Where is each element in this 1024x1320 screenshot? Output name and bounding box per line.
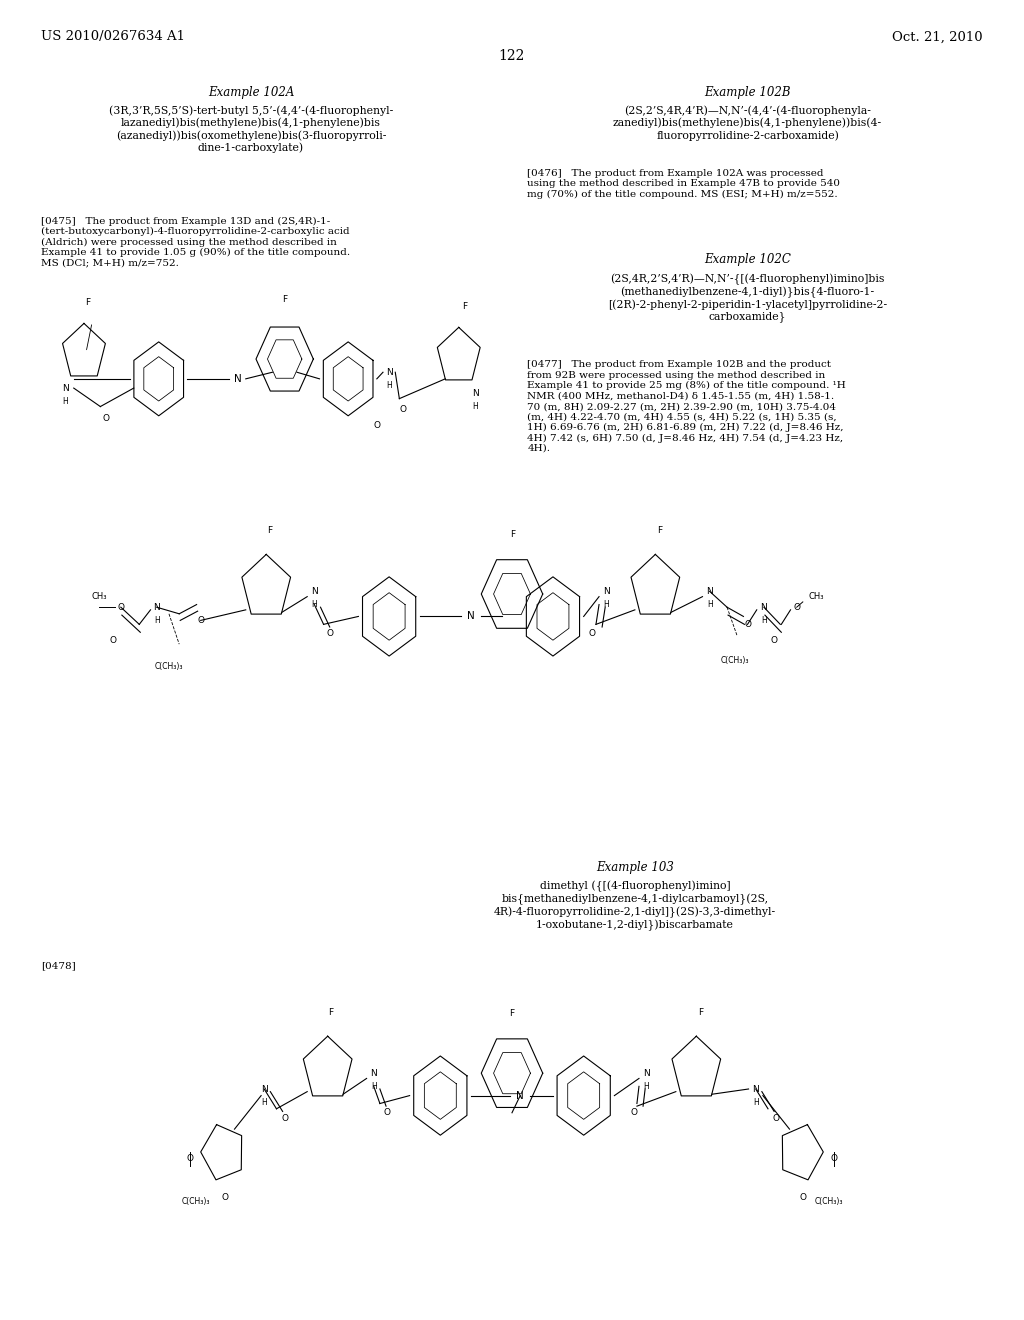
Text: N: N xyxy=(233,374,242,384)
Text: [0478]: [0478] xyxy=(41,961,76,970)
Text: O: O xyxy=(773,1114,779,1122)
Text: F: F xyxy=(509,1010,515,1018)
Text: O: O xyxy=(771,636,777,644)
Text: H: H xyxy=(761,616,767,624)
Text: C(CH₃)₃: C(CH₃)₃ xyxy=(721,656,750,664)
Text: Oct. 21, 2010: Oct. 21, 2010 xyxy=(892,30,983,44)
Text: C(CH₃)₃: C(CH₃)₃ xyxy=(155,663,183,671)
Text: H: H xyxy=(261,1098,267,1106)
Text: N: N xyxy=(753,1085,759,1093)
Text: N: N xyxy=(261,1085,267,1093)
Text: 122: 122 xyxy=(499,49,525,63)
Text: H: H xyxy=(603,601,609,609)
Text: US 2010/0267634 A1: US 2010/0267634 A1 xyxy=(41,30,185,44)
Text: F: F xyxy=(656,527,663,535)
Text: O: O xyxy=(118,603,124,611)
Text: (2S,2’S,4R,4’R)—N,N’-(4,4’-(4-fluorophenyla-
zanediyl)bis(methylene)bis(4,1-phen: (2S,2’S,4R,4’R)—N,N’-(4,4’-(4-fluorophen… xyxy=(613,106,882,141)
Text: H: H xyxy=(386,381,392,389)
Text: (3R,3’R,5S,5’S)-tert-butyl 5,5’-(4,4’-(4-fluorophenyl-
lazanediyl)bis(methylene): (3R,3’R,5S,5’S)-tert-butyl 5,5’-(4,4’-(4… xyxy=(109,106,393,153)
Text: CH₃: CH₃ xyxy=(91,593,108,601)
Text: O: O xyxy=(384,1109,390,1117)
Text: H: H xyxy=(707,601,713,609)
Text: Example 103: Example 103 xyxy=(596,861,674,874)
Text: O: O xyxy=(187,1155,194,1163)
Text: N: N xyxy=(467,611,475,622)
Text: CH₃: CH₃ xyxy=(808,593,824,601)
Text: N: N xyxy=(707,587,713,595)
Text: N: N xyxy=(62,384,69,392)
Text: N: N xyxy=(643,1069,649,1077)
Text: O: O xyxy=(222,1193,228,1201)
Text: O: O xyxy=(794,603,800,611)
Text: dimethyl ({[(4-fluorophenyl)imino]
bis{methanediylbenzene-4,1-diylcarbamoyl}(2S,: dimethyl ({[(4-fluorophenyl)imino] bis{m… xyxy=(494,880,776,931)
Text: F: F xyxy=(282,296,288,304)
Text: O: O xyxy=(103,414,110,422)
Text: H: H xyxy=(62,397,69,405)
Text: F: F xyxy=(85,298,91,306)
Text: Example 102A: Example 102A xyxy=(208,86,294,99)
Text: O: O xyxy=(830,1155,837,1163)
Text: F: F xyxy=(462,302,468,310)
Text: N: N xyxy=(154,603,160,611)
Text: [0476]   The product from Example 102A was processed
using the method described : [0476] The product from Example 102A was… xyxy=(527,169,841,199)
Text: H: H xyxy=(643,1082,649,1090)
Text: O: O xyxy=(282,1114,288,1122)
Text: F: F xyxy=(697,1008,703,1016)
Text: (2S,4R,2’S,4’R)—N,N’-{[(4-fluorophenyl)imino]bis
(methanediylbenzene-4,1-diyl)}b: (2S,4R,2’S,4’R)—N,N’-{[(4-fluorophenyl)i… xyxy=(608,273,887,322)
Text: O: O xyxy=(631,1109,637,1117)
Text: N: N xyxy=(386,368,392,376)
Text: F: F xyxy=(510,531,516,539)
Text: Example 102C: Example 102C xyxy=(705,253,791,267)
Text: [0477]   The product from Example 102B and the product
from 92B were processed u: [0477] The product from Example 102B and… xyxy=(527,360,846,453)
Text: C(CH₃)₃: C(CH₃)₃ xyxy=(814,1197,843,1205)
Text: H: H xyxy=(753,1098,759,1106)
Text: O: O xyxy=(198,616,204,624)
Text: H: H xyxy=(371,1082,377,1090)
Text: C(CH₃)₃: C(CH₃)₃ xyxy=(181,1197,210,1205)
Text: F: F xyxy=(266,527,272,535)
Text: H: H xyxy=(311,601,317,609)
Text: H: H xyxy=(154,616,160,624)
Text: N: N xyxy=(371,1069,377,1077)
Text: N: N xyxy=(761,603,767,611)
Text: O: O xyxy=(744,620,751,628)
Text: Example 102B: Example 102B xyxy=(705,86,791,99)
Text: N: N xyxy=(516,1090,524,1101)
Text: O: O xyxy=(800,1193,806,1201)
Text: O: O xyxy=(589,630,595,638)
Text: N: N xyxy=(311,587,317,595)
Text: H: H xyxy=(472,403,478,411)
Text: O: O xyxy=(110,636,116,644)
Text: N: N xyxy=(472,389,478,397)
Text: N: N xyxy=(603,587,609,595)
Text: O: O xyxy=(400,405,407,413)
Text: F: F xyxy=(328,1008,334,1016)
Text: O: O xyxy=(327,630,333,638)
Text: O: O xyxy=(374,421,380,429)
Text: [0475]   The product from Example 13D and (2S,4R)-1-
(tert-butoxycarbonyl)-4-flu: [0475] The product from Example 13D and … xyxy=(41,216,350,268)
